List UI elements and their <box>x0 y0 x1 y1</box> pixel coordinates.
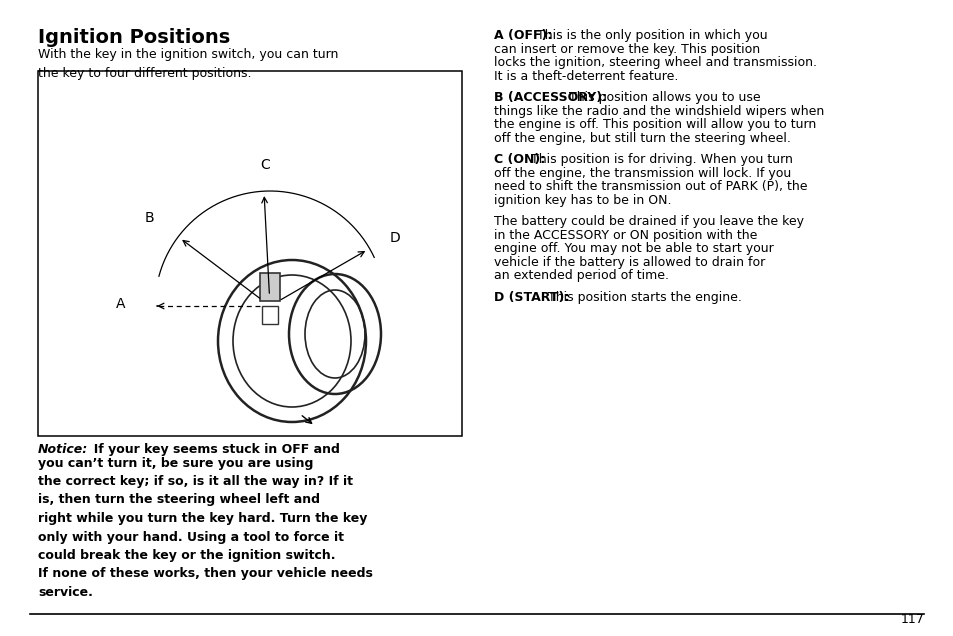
Text: off the engine, but still turn the steering wheel.: off the engine, but still turn the steer… <box>494 132 790 144</box>
Text: D (START):: D (START): <box>494 291 569 304</box>
Text: This position allows you to use: This position allows you to use <box>568 91 760 104</box>
Text: in the ACCESSORY or ON position with the: in the ACCESSORY or ON position with the <box>494 229 757 242</box>
Text: locks the ignition, steering wheel and transmission.: locks the ignition, steering wheel and t… <box>494 56 816 69</box>
Text: A: A <box>116 297 126 311</box>
Text: It is a theft-deterrent feature.: It is a theft-deterrent feature. <box>494 69 678 83</box>
Text: you can’t turn it, be sure you are using
the correct key; if so, is it all the w: you can’t turn it, be sure you are using… <box>38 457 373 599</box>
Text: vehicle if the battery is allowed to drain for: vehicle if the battery is allowed to dra… <box>494 256 764 269</box>
Text: With the key in the ignition switch, you can turn
the key to four different posi: With the key in the ignition switch, you… <box>38 48 338 80</box>
Text: B (ACCESSORY):: B (ACCESSORY): <box>494 91 606 104</box>
Text: This position starts the engine.: This position starts the engine. <box>547 291 740 304</box>
Text: 117: 117 <box>900 613 923 626</box>
Text: C: C <box>260 158 270 172</box>
Text: can insert or remove the key. This position: can insert or remove the key. This posit… <box>494 43 760 55</box>
Text: C (ON):: C (ON): <box>494 153 545 166</box>
Text: The battery could be drained if you leave the key: The battery could be drained if you leav… <box>494 216 803 228</box>
Text: If your key seems stuck in OFF and: If your key seems stuck in OFF and <box>85 443 339 456</box>
Text: D: D <box>390 230 400 244</box>
Bar <box>260 273 280 301</box>
Text: the engine is off. This position will allow you to turn: the engine is off. This position will al… <box>494 118 816 131</box>
Text: engine off. You may not be able to start your: engine off. You may not be able to start… <box>494 242 773 255</box>
Text: This is the only position in which you: This is the only position in which you <box>537 29 766 42</box>
Text: an extended period of time.: an extended period of time. <box>494 269 668 282</box>
Text: need to shift the transmission out of PARK (P), the: need to shift the transmission out of PA… <box>494 180 806 193</box>
Text: things like the radio and the windshield wipers when: things like the radio and the windshield… <box>494 104 823 118</box>
Text: Ignition Positions: Ignition Positions <box>38 28 230 47</box>
Bar <box>262 306 277 324</box>
Text: B: B <box>145 211 154 225</box>
Text: off the engine, the transmission will lock. If you: off the engine, the transmission will lo… <box>494 167 790 180</box>
Text: ignition key has to be in ON.: ignition key has to be in ON. <box>494 194 671 207</box>
Text: This position is for driving. When you turn: This position is for driving. When you t… <box>531 153 793 166</box>
Text: A (OFF):: A (OFF): <box>494 29 552 42</box>
Bar <box>38 71 461 436</box>
Text: Notice:: Notice: <box>38 443 89 456</box>
